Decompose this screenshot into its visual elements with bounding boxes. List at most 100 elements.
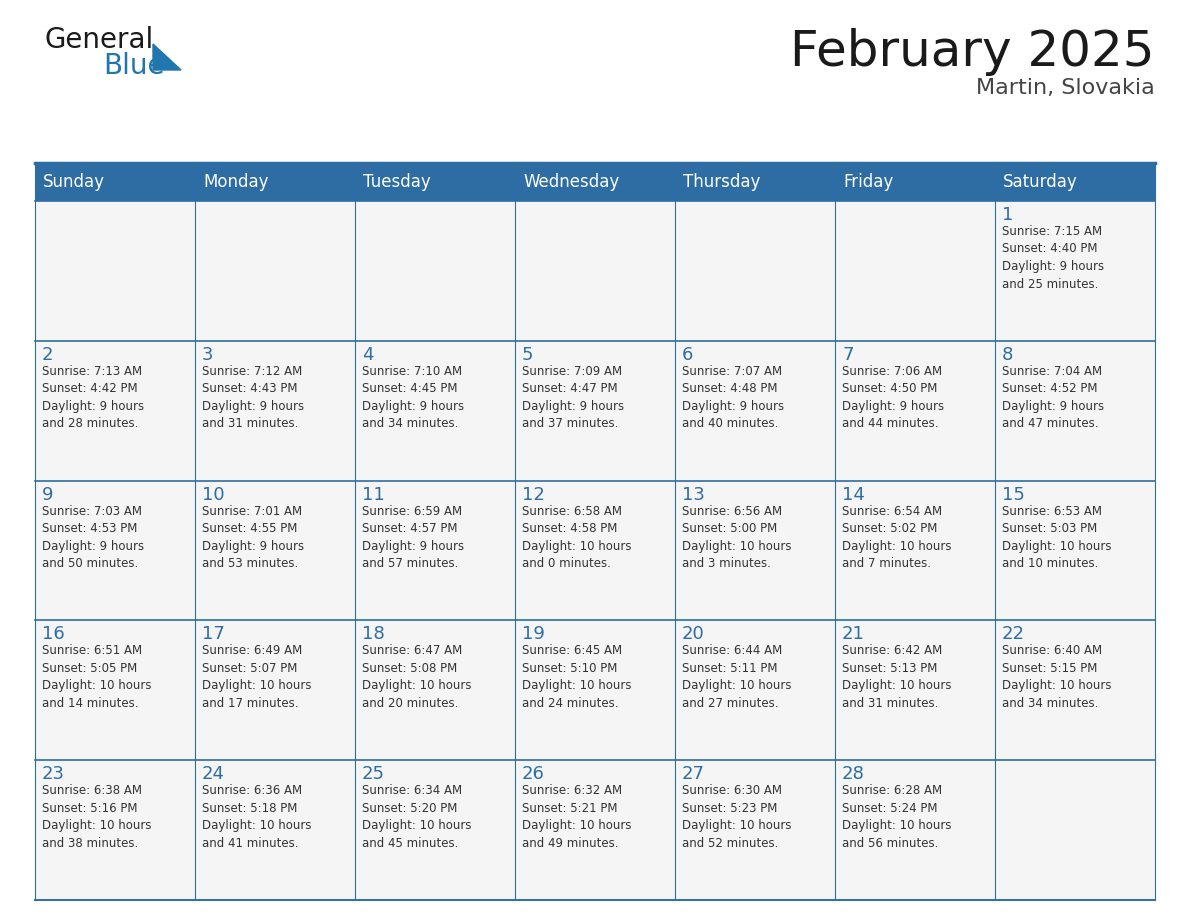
Text: Sunrise: 7:12 AM
Sunset: 4:43 PM
Daylight: 9 hours
and 31 minutes.: Sunrise: 7:12 AM Sunset: 4:43 PM Dayligh… [202, 364, 304, 431]
Text: Sunday: Sunday [43, 173, 105, 191]
Text: 23: 23 [42, 766, 65, 783]
Text: Monday: Monday [203, 173, 268, 191]
Text: 6: 6 [682, 346, 694, 364]
Bar [675, 760, 835, 900]
Text: 21: 21 [842, 625, 865, 644]
Text: Sunrise: 6:58 AM
Sunset: 4:58 PM
Daylight: 10 hours
and 0 minutes.: Sunrise: 6:58 AM Sunset: 4:58 PM Dayligh… [522, 505, 632, 570]
Bar [675, 201, 835, 341]
Bar [516, 760, 675, 900]
Text: Martin, Slovakia: Martin, Slovakia [977, 78, 1155, 98]
Text: 10: 10 [202, 486, 225, 504]
Text: 14: 14 [842, 486, 865, 504]
Bar [675, 481, 835, 621]
Bar [996, 481, 1155, 621]
Text: Blue: Blue [103, 52, 164, 80]
Bar [675, 341, 835, 481]
Bar [195, 760, 355, 900]
Text: Sunrise: 6:47 AM
Sunset: 5:08 PM
Daylight: 10 hours
and 20 minutes.: Sunrise: 6:47 AM Sunset: 5:08 PM Dayligh… [362, 644, 472, 710]
Bar [516, 621, 675, 760]
Text: 28: 28 [842, 766, 865, 783]
Text: 8: 8 [1001, 346, 1013, 364]
Text: Sunrise: 6:40 AM
Sunset: 5:15 PM
Daylight: 10 hours
and 34 minutes.: Sunrise: 6:40 AM Sunset: 5:15 PM Dayligh… [1001, 644, 1112, 710]
Bar [195, 201, 355, 341]
Bar [835, 481, 996, 621]
Text: Sunrise: 7:10 AM
Sunset: 4:45 PM
Daylight: 9 hours
and 34 minutes.: Sunrise: 7:10 AM Sunset: 4:45 PM Dayligh… [362, 364, 465, 431]
Bar [195, 621, 355, 760]
Text: 19: 19 [522, 625, 545, 644]
Text: Sunrise: 6:45 AM
Sunset: 5:10 PM
Daylight: 10 hours
and 24 minutes.: Sunrise: 6:45 AM Sunset: 5:10 PM Dayligh… [522, 644, 632, 710]
Text: Sunrise: 6:32 AM
Sunset: 5:21 PM
Daylight: 10 hours
and 49 minutes.: Sunrise: 6:32 AM Sunset: 5:21 PM Dayligh… [522, 784, 632, 850]
Text: 25: 25 [362, 766, 385, 783]
Text: Tuesday: Tuesday [364, 173, 431, 191]
Text: Thursday: Thursday [683, 173, 760, 191]
Text: Sunrise: 6:54 AM
Sunset: 5:02 PM
Daylight: 10 hours
and 7 minutes.: Sunrise: 6:54 AM Sunset: 5:02 PM Dayligh… [842, 505, 952, 570]
Text: Sunrise: 6:36 AM
Sunset: 5:18 PM
Daylight: 10 hours
and 41 minutes.: Sunrise: 6:36 AM Sunset: 5:18 PM Dayligh… [202, 784, 311, 850]
Text: 5: 5 [522, 346, 533, 364]
Text: General: General [45, 26, 154, 54]
Text: 13: 13 [682, 486, 704, 504]
Bar [195, 481, 355, 621]
Bar [34, 341, 195, 481]
Bar [996, 201, 1155, 341]
Text: Sunrise: 6:56 AM
Sunset: 5:00 PM
Daylight: 10 hours
and 3 minutes.: Sunrise: 6:56 AM Sunset: 5:00 PM Dayligh… [682, 505, 791, 570]
Text: Sunrise: 6:28 AM
Sunset: 5:24 PM
Daylight: 10 hours
and 56 minutes.: Sunrise: 6:28 AM Sunset: 5:24 PM Dayligh… [842, 784, 952, 850]
Text: 24: 24 [202, 766, 225, 783]
Bar [996, 621, 1155, 760]
Text: Sunrise: 6:49 AM
Sunset: 5:07 PM
Daylight: 10 hours
and 17 minutes.: Sunrise: 6:49 AM Sunset: 5:07 PM Dayligh… [202, 644, 311, 710]
Text: Sunrise: 6:34 AM
Sunset: 5:20 PM
Daylight: 10 hours
and 45 minutes.: Sunrise: 6:34 AM Sunset: 5:20 PM Dayligh… [362, 784, 472, 850]
Text: 15: 15 [1001, 486, 1025, 504]
Bar [996, 341, 1155, 481]
Bar [835, 760, 996, 900]
Text: Sunrise: 6:30 AM
Sunset: 5:23 PM
Daylight: 10 hours
and 52 minutes.: Sunrise: 6:30 AM Sunset: 5:23 PM Dayligh… [682, 784, 791, 850]
Bar [355, 201, 516, 341]
Text: 27: 27 [682, 766, 704, 783]
Bar [355, 341, 516, 481]
Bar [34, 481, 195, 621]
Bar [516, 481, 675, 621]
Bar [34, 621, 195, 760]
Text: Sunrise: 6:51 AM
Sunset: 5:05 PM
Daylight: 10 hours
and 14 minutes.: Sunrise: 6:51 AM Sunset: 5:05 PM Dayligh… [42, 644, 152, 710]
Polygon shape [153, 44, 181, 70]
Text: Sunrise: 7:15 AM
Sunset: 4:40 PM
Daylight: 9 hours
and 25 minutes.: Sunrise: 7:15 AM Sunset: 4:40 PM Dayligh… [1001, 225, 1104, 290]
Text: 2: 2 [42, 346, 53, 364]
Bar [996, 760, 1155, 900]
Text: Sunrise: 7:03 AM
Sunset: 4:53 PM
Daylight: 9 hours
and 50 minutes.: Sunrise: 7:03 AM Sunset: 4:53 PM Dayligh… [42, 505, 144, 570]
Text: 18: 18 [362, 625, 385, 644]
Text: Sunrise: 6:59 AM
Sunset: 4:57 PM
Daylight: 9 hours
and 57 minutes.: Sunrise: 6:59 AM Sunset: 4:57 PM Dayligh… [362, 505, 465, 570]
Bar [835, 621, 996, 760]
Text: 1: 1 [1001, 206, 1013, 224]
Text: 12: 12 [522, 486, 545, 504]
Bar [355, 481, 516, 621]
Text: February 2025: February 2025 [790, 28, 1155, 76]
Bar [355, 621, 516, 760]
Text: Saturday: Saturday [1003, 173, 1078, 191]
Bar [34, 163, 1155, 201]
Text: Sunrise: 6:44 AM
Sunset: 5:11 PM
Daylight: 10 hours
and 27 minutes.: Sunrise: 6:44 AM Sunset: 5:11 PM Dayligh… [682, 644, 791, 710]
Text: 3: 3 [202, 346, 214, 364]
Text: 26: 26 [522, 766, 545, 783]
Text: Sunrise: 7:07 AM
Sunset: 4:48 PM
Daylight: 9 hours
and 40 minutes.: Sunrise: 7:07 AM Sunset: 4:48 PM Dayligh… [682, 364, 784, 431]
Text: 11: 11 [362, 486, 385, 504]
Text: Sunrise: 7:06 AM
Sunset: 4:50 PM
Daylight: 9 hours
and 44 minutes.: Sunrise: 7:06 AM Sunset: 4:50 PM Dayligh… [842, 364, 944, 431]
Bar [675, 621, 835, 760]
Text: 17: 17 [202, 625, 225, 644]
Text: Wednesday: Wednesday [523, 173, 619, 191]
Bar [195, 341, 355, 481]
Text: Sunrise: 6:38 AM
Sunset: 5:16 PM
Daylight: 10 hours
and 38 minutes.: Sunrise: 6:38 AM Sunset: 5:16 PM Dayligh… [42, 784, 152, 850]
Text: 22: 22 [1001, 625, 1025, 644]
Text: 9: 9 [42, 486, 53, 504]
Bar [835, 201, 996, 341]
Bar [34, 760, 195, 900]
Text: Sunrise: 6:42 AM
Sunset: 5:13 PM
Daylight: 10 hours
and 31 minutes.: Sunrise: 6:42 AM Sunset: 5:13 PM Dayligh… [842, 644, 952, 710]
Text: Sunrise: 7:09 AM
Sunset: 4:47 PM
Daylight: 9 hours
and 37 minutes.: Sunrise: 7:09 AM Sunset: 4:47 PM Dayligh… [522, 364, 624, 431]
Bar [34, 201, 195, 341]
Bar [516, 341, 675, 481]
Text: Sunrise: 7:04 AM
Sunset: 4:52 PM
Daylight: 9 hours
and 47 minutes.: Sunrise: 7:04 AM Sunset: 4:52 PM Dayligh… [1001, 364, 1104, 431]
Text: Friday: Friday [843, 173, 893, 191]
Text: 4: 4 [362, 346, 373, 364]
Text: Sunrise: 7:01 AM
Sunset: 4:55 PM
Daylight: 9 hours
and 53 minutes.: Sunrise: 7:01 AM Sunset: 4:55 PM Dayligh… [202, 505, 304, 570]
Text: Sunrise: 7:13 AM
Sunset: 4:42 PM
Daylight: 9 hours
and 28 minutes.: Sunrise: 7:13 AM Sunset: 4:42 PM Dayligh… [42, 364, 144, 431]
Bar [516, 201, 675, 341]
Text: 7: 7 [842, 346, 853, 364]
Text: 16: 16 [42, 625, 65, 644]
